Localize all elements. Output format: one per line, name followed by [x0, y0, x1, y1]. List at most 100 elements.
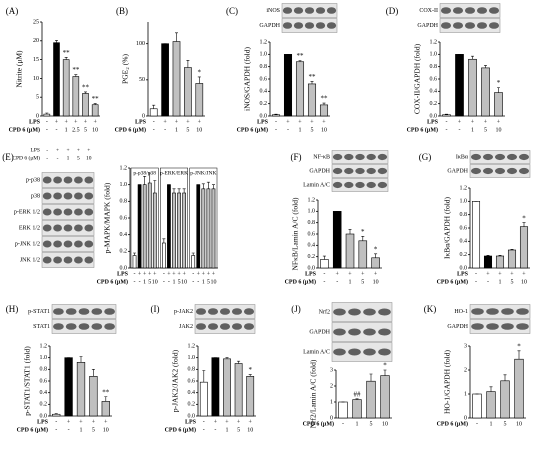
row-label: LPS	[427, 119, 439, 125]
x-tick-label: +	[138, 271, 142, 277]
y-tick-label: 0.0	[430, 113, 438, 119]
row-label: CPD 6 (μM)	[115, 126, 146, 133]
error-bar	[369, 373, 373, 382]
blot-label: JAK2	[179, 324, 193, 330]
annotation: **	[102, 388, 110, 396]
blot-header-value: 5	[77, 155, 80, 161]
x-tick-label: 10	[521, 279, 527, 285]
annotation: *	[522, 214, 526, 222]
y-tick-label: 0.8	[460, 212, 468, 218]
blot-band	[476, 7, 488, 14]
error-bar	[225, 357, 229, 359]
blot-band	[304, 7, 315, 14]
error-bar	[383, 369, 387, 376]
x-tick-label: +	[198, 119, 202, 125]
error-bar	[84, 91, 87, 94]
x-tick-label: +	[163, 119, 167, 125]
y-axis-label: NFκB/Lamin A/C (fold)	[291, 197, 300, 270]
blot-band	[333, 348, 346, 356]
x-tick-label: +	[148, 271, 152, 277]
bar	[345, 233, 355, 269]
blot-band	[476, 22, 488, 29]
bar	[184, 67, 192, 117]
x-tick-label: 1	[80, 427, 83, 433]
blot-band	[304, 22, 315, 29]
bar	[366, 380, 376, 419]
bar	[147, 182, 152, 269]
blot-band	[84, 192, 94, 200]
blot-label: STAT1	[33, 324, 50, 330]
x-tick-label: -	[275, 119, 277, 125]
error-bar	[162, 238, 166, 243]
x-tick-label: -	[475, 279, 477, 285]
y-tick-label: 1.2	[460, 185, 468, 191]
y-tick-label: 2	[330, 383, 333, 389]
blot-band	[377, 181, 388, 189]
blot-header-value: +	[77, 147, 80, 153]
x-tick-label: +	[348, 271, 352, 277]
bar	[283, 54, 293, 117]
y-tick-label: 1.0	[260, 52, 268, 58]
error-bar	[55, 40, 58, 43]
blot-band	[377, 153, 388, 161]
blot-band	[84, 240, 94, 248]
x-tick-label: +	[143, 271, 147, 277]
x-tick-label: +	[471, 119, 475, 125]
blot-label: GAPDH	[259, 23, 280, 29]
bar	[295, 61, 305, 117]
blot-header-value: 1	[67, 155, 70, 161]
annotation: *	[383, 362, 387, 370]
x-tick-label: 10	[92, 127, 98, 133]
x-tick-label: -	[153, 119, 155, 125]
blot-label: p38	[31, 193, 40, 199]
blot-band	[355, 167, 365, 175]
annotation: *	[198, 69, 202, 77]
x-tick-label: +	[182, 271, 186, 277]
error-bar	[445, 113, 448, 115]
error-bar	[206, 181, 210, 189]
bar	[271, 114, 281, 117]
x-tick-label: -	[55, 427, 57, 433]
x-tick-label: 5	[311, 127, 314, 133]
x-tick-label: +	[298, 119, 302, 125]
series-name: p-ERK/ERK	[160, 170, 188, 176]
blot-band	[65, 308, 77, 315]
annotation: **	[309, 73, 317, 81]
blot-band	[471, 308, 484, 315]
blot-band	[482, 167, 494, 175]
blot-band	[377, 167, 388, 175]
y-tick-label: 0.6	[260, 76, 268, 82]
error-bar	[191, 252, 195, 256]
row-label: CPD 6 (μM)	[303, 420, 334, 427]
annotation: *	[361, 228, 365, 236]
blot-band	[494, 167, 506, 175]
bar	[149, 108, 158, 117]
x-tick-label: 10	[516, 421, 522, 427]
row-label: CPD 6 (μM)	[285, 278, 316, 285]
blot-band	[42, 256, 52, 264]
blot-band	[293, 22, 304, 29]
blot-band	[53, 192, 62, 200]
y-axis-label: p-STAT1/STAT1 (fold)	[23, 346, 32, 416]
y-axis-label: HO-1/GAPDH (fold)	[443, 350, 452, 414]
blot-strip	[469, 319, 531, 334]
y-tick-label: 5	[36, 95, 39, 101]
error-bar	[484, 65, 487, 68]
blot-band	[363, 308, 376, 316]
x-tick-label: -	[487, 279, 489, 285]
annotation: **	[72, 66, 80, 74]
y-tick-label: 1.2	[260, 39, 268, 45]
blot-band	[53, 240, 62, 248]
y-axis-label: Nrf2/Lamin A/C (fold)	[309, 359, 318, 428]
x-tick-label: 10	[152, 279, 158, 285]
error-bar	[517, 350, 521, 360]
x-tick-label: +	[93, 119, 97, 125]
panel-label: (E)	[2, 152, 14, 162]
panel-label: (F)	[291, 152, 302, 162]
blot-band	[63, 176, 73, 184]
blot-band	[366, 153, 376, 161]
blot-header-value: -	[57, 155, 59, 161]
x-tick-label: 1	[471, 127, 474, 133]
x-tick-label: -	[164, 127, 166, 133]
error-bar	[104, 396, 108, 402]
